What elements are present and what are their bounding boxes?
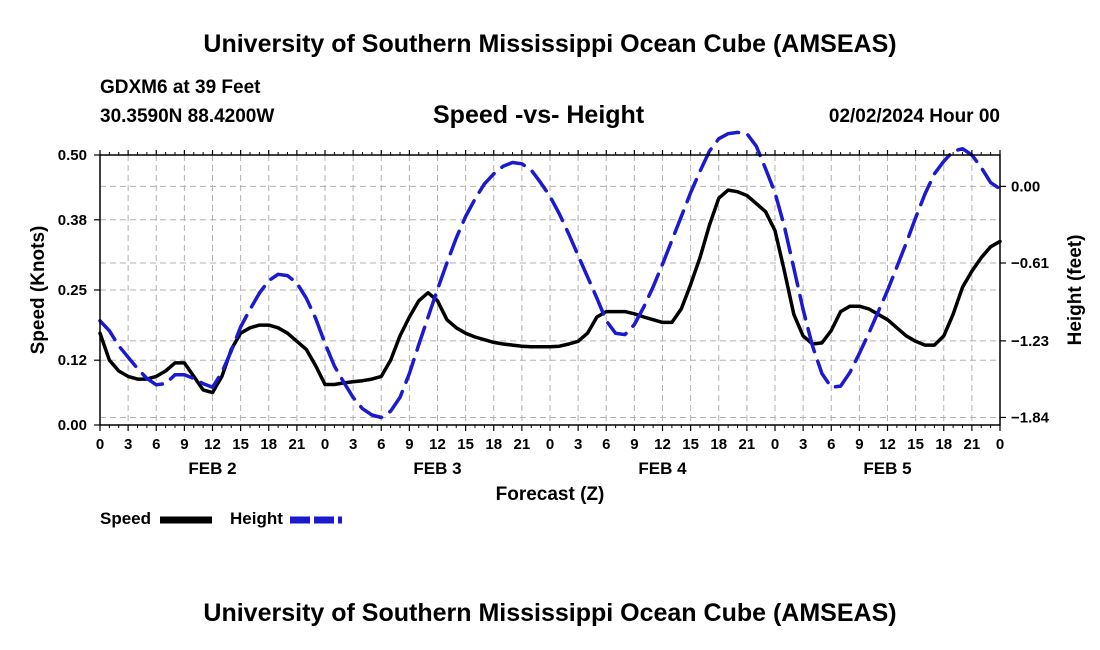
x-tick-label: 3 (124, 436, 132, 453)
y2-tick-label: −1.23 (1011, 333, 1049, 350)
grid (100, 155, 1000, 425)
x-tick-label: 18 (485, 436, 502, 453)
x-tick-label: 15 (907, 436, 924, 453)
x-tick-label: 18 (260, 436, 277, 453)
x-tick-label: 0 (96, 436, 104, 453)
y-tick-label: 0.00 (58, 417, 87, 434)
station-label: GDXM6 at 39 Feet (100, 77, 261, 98)
y-axis-title: Speed (Knots) (28, 226, 49, 355)
x-tick-label: 15 (457, 436, 474, 453)
speed-height-chart: 0 3 6 9 12 15 18 21 0 3 6 9 12 15 18 21 0 3 6 9 12 15 18 21 0 3 6 9… (28, 130, 1086, 505)
axis-labels: 0 3 6 9 12 15 18 21 0 3 6 9 12 15 18 21 0 3 6 9 12 15 18 21 0 3 6 9… (28, 147, 1086, 505)
x-tick-label: 21 (514, 436, 531, 453)
footer-title: University of Southern Mississippi Ocean… (203, 599, 897, 627)
y-tick-label: 0.12 (58, 352, 87, 369)
x-tick-label: 18 (935, 436, 952, 453)
x-tick-label: 3 (574, 436, 582, 453)
x-tick-label: 6 (602, 436, 610, 453)
x-tick-label: 9 (405, 436, 413, 453)
x-tick-label: 0 (771, 436, 779, 453)
day-label: FEB 3 (413, 459, 461, 478)
legend-height-label: Height (230, 509, 283, 528)
series-layer (98, 130, 1002, 420)
x-tick-label: 21 (289, 436, 306, 453)
day-label: FEB 5 (863, 459, 911, 478)
series-speed-line (98, 188, 1002, 395)
x-tick-label: 21 (964, 436, 981, 453)
chart-subtitle: Speed -vs- Height (433, 101, 645, 129)
x-tick-label: 3 (799, 436, 807, 453)
x-tick-label: 12 (654, 436, 671, 453)
y2-axis-title: Height (feet) (1065, 235, 1086, 346)
x-axis-title: Forecast (Z) (496, 484, 605, 505)
x-tick-label: 0 (546, 436, 554, 453)
forecast-datetime: 02/02/2024 Hour 00 (828, 106, 1000, 127)
x-tick-label: 0 (321, 436, 329, 453)
axes (94, 150, 1006, 431)
day-label: FEB 4 (638, 459, 687, 478)
page-title: University of Southern Mississippi Ocean… (203, 30, 897, 58)
y-tick-label: 0.25 (58, 282, 87, 299)
x-tick-label: 9 (630, 436, 638, 453)
legend-speed-label: Speed (100, 509, 152, 528)
x-tick-label: 12 (429, 436, 446, 453)
legend-swatches (160, 516, 342, 524)
y-tick-label: 0.38 (58, 212, 87, 229)
x-tick-label: 6 (152, 436, 160, 453)
x-tick-label: 3 (349, 436, 357, 453)
x-tick-label: 12 (879, 436, 896, 453)
y2-tick-label: −1.84 (1011, 409, 1050, 426)
y2-tick-label: −0.61 (1011, 255, 1049, 272)
series-height-line (98, 130, 1002, 420)
x-tick-label: 9 (855, 436, 863, 453)
x-tick-label: 15 (682, 436, 699, 453)
x-tick-label: 18 (710, 436, 727, 453)
x-tick-label: 15 (232, 436, 249, 453)
x-tick-label: 9 (180, 436, 188, 453)
y-tick-label: 0.50 (58, 147, 87, 164)
x-tick-label: 21 (739, 436, 756, 453)
y2-tick-label: 0.00 (1011, 178, 1040, 195)
x-tick-label: 6 (827, 436, 835, 453)
x-tick-label: 0 (996, 436, 1004, 453)
station-coordinates: 30.3590N 88.4200W (100, 106, 275, 127)
day-label: FEB 2 (188, 459, 236, 478)
x-tick-label: 6 (377, 436, 385, 453)
x-tick-label: 12 (204, 436, 221, 453)
